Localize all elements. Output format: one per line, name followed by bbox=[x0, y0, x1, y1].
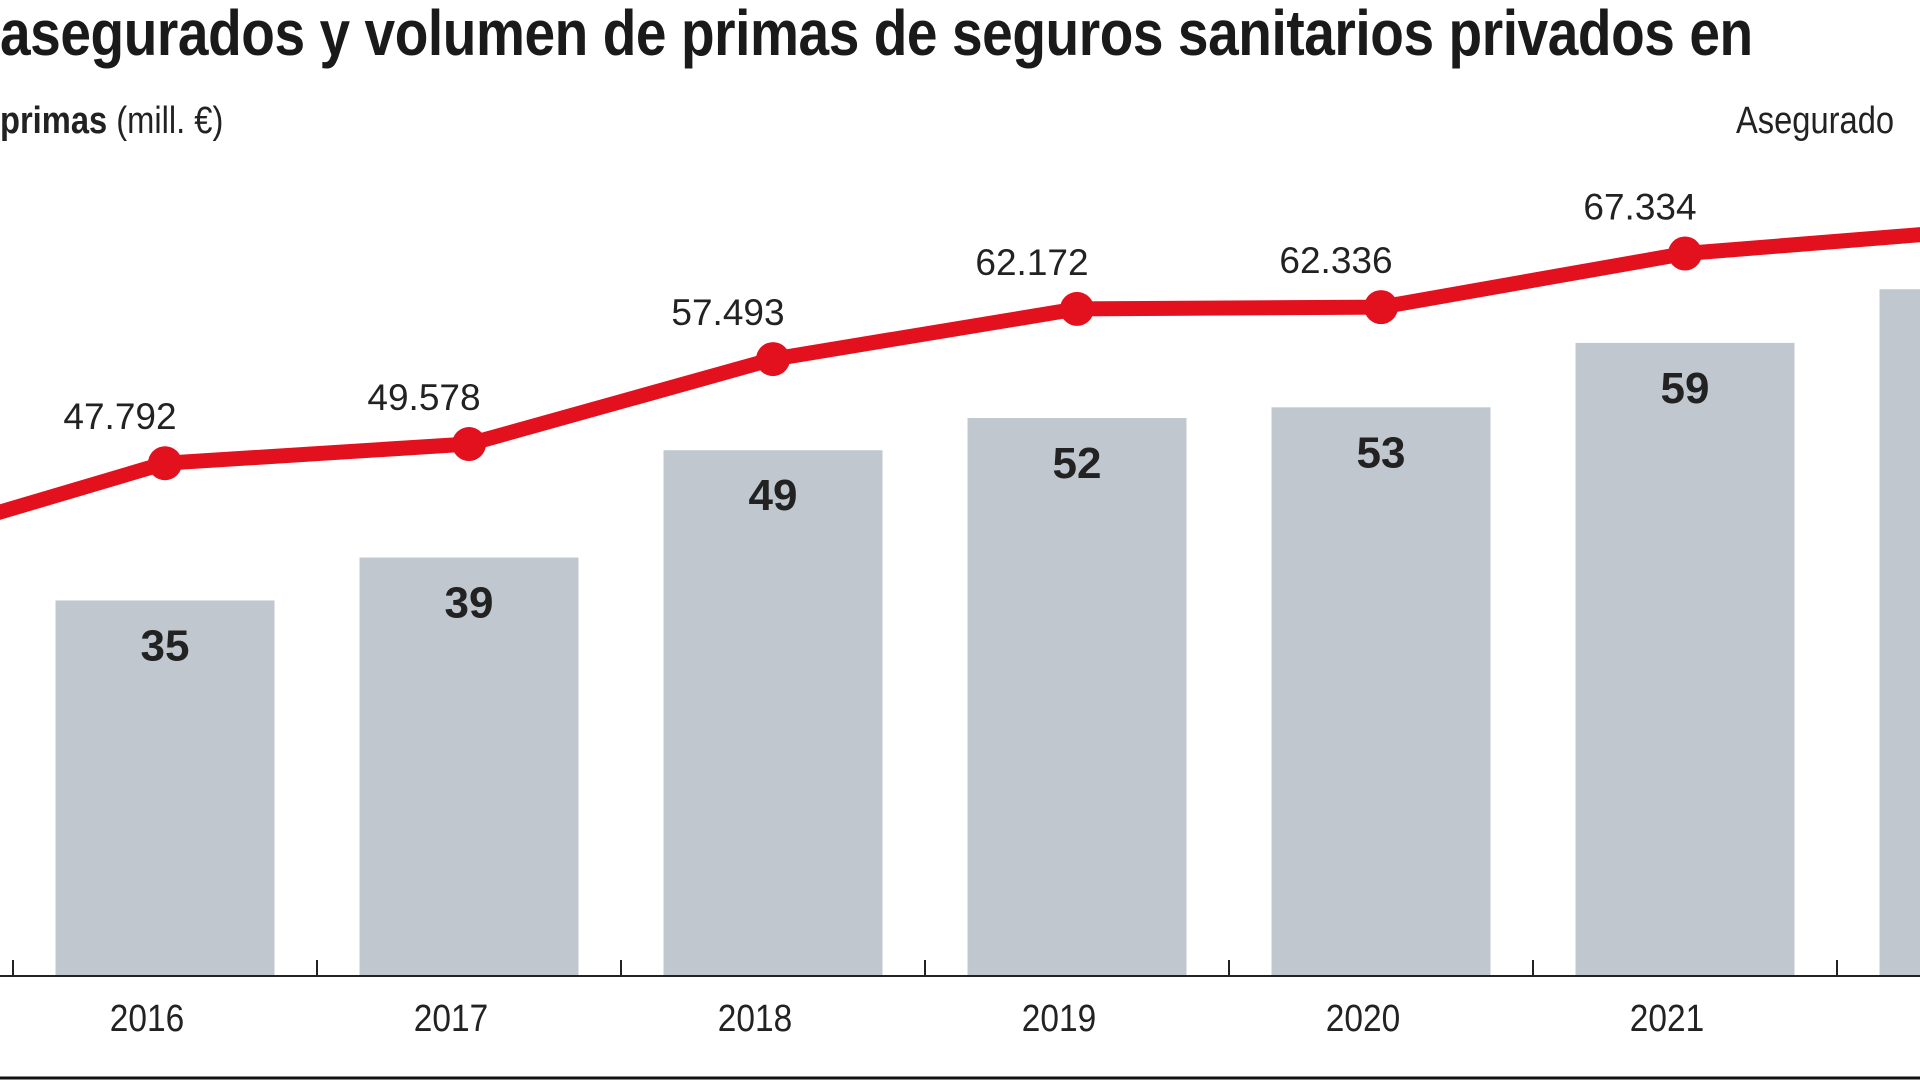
line-point bbox=[756, 342, 790, 377]
bar-label: 52 bbox=[1053, 439, 1102, 488]
x-tick-label: 2020 bbox=[1326, 997, 1400, 1039]
line-label: 62.172 bbox=[975, 242, 1088, 283]
x-tick-label: 2019 bbox=[1022, 997, 1096, 1039]
bar-label: 53 bbox=[1357, 428, 1406, 477]
line-point bbox=[1364, 290, 1398, 325]
x-tick-label: 2016 bbox=[110, 997, 184, 1039]
right-axis-label: Asegurado bbox=[1736, 100, 1895, 142]
x-tick-label: 2021 bbox=[1630, 997, 1704, 1039]
bar-label: 49 bbox=[749, 471, 798, 520]
line-point bbox=[148, 446, 182, 481]
line-label: 62.336 bbox=[1279, 240, 1392, 281]
line-point bbox=[452, 427, 486, 462]
left-axis-label-bold: primas bbox=[0, 100, 108, 142]
bar-label: 59 bbox=[1661, 364, 1710, 413]
bar bbox=[967, 418, 1187, 976]
bar bbox=[55, 600, 275, 976]
bar bbox=[1271, 407, 1491, 976]
bar-label: 35 bbox=[141, 621, 190, 670]
line-point bbox=[1668, 236, 1702, 271]
line-label: 57.493 bbox=[671, 292, 784, 333]
bar bbox=[1879, 289, 1920, 976]
x-tick-label: 2017 bbox=[414, 997, 488, 1039]
left-axis-label-unit: (mill. €) bbox=[116, 100, 224, 142]
line-point bbox=[1060, 291, 1094, 326]
left-axis-label: primas (mill. €) bbox=[0, 100, 223, 143]
bar bbox=[359, 557, 579, 976]
line-label: 47.792 bbox=[63, 396, 176, 437]
line-series bbox=[0, 227, 1920, 520]
line-label: 67.334 bbox=[1583, 187, 1696, 228]
bar bbox=[1575, 342, 1795, 976]
bar-label: 39 bbox=[445, 579, 494, 628]
bar bbox=[663, 450, 883, 977]
line-label: 49.578 bbox=[367, 377, 480, 418]
chart-title: asegurados y volumen de primas de seguro… bbox=[0, 0, 1753, 69]
x-tick-label: 2018 bbox=[718, 997, 792, 1039]
